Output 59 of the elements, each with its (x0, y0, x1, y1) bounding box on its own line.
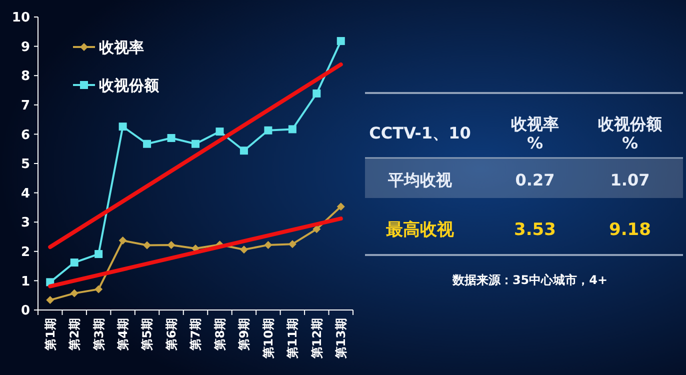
point (143, 140, 152, 148)
text: 最高收视 (385, 220, 455, 240)
point (240, 246, 248, 254)
y-tick-label: 10 (12, 10, 30, 26)
y-tick-label: 8 (20, 69, 30, 84)
x-tick-label: 第8期 (212, 318, 227, 352)
point (336, 37, 345, 46)
point (143, 241, 152, 250)
legend-label: 收视份额 (99, 76, 160, 94)
x-tick-label: 第3期 (92, 318, 106, 352)
text: 收视份额 % (598, 114, 663, 153)
x-tick-label: 第10期 (261, 318, 276, 360)
y-tick-label: 6 (20, 128, 30, 143)
y-tick-label: 7 (20, 98, 30, 114)
point (336, 202, 345, 211)
y-tick-label: 5 (20, 157, 30, 172)
point (118, 122, 127, 131)
text: 平均收视 (387, 170, 453, 190)
point (70, 289, 78, 298)
x-tick-label: 第12期 (310, 318, 324, 360)
y-tick-label: 9 (20, 40, 30, 55)
point (264, 240, 272, 249)
point (192, 140, 200, 148)
x-tick-label: 第13期 (334, 318, 348, 360)
x-tick-label: 第9期 (237, 318, 252, 352)
x-tick-label: 第11期 (286, 318, 300, 360)
text: 3.53 (514, 220, 556, 240)
y-tick-label: 1 (20, 274, 30, 290)
point (118, 236, 127, 245)
point (94, 250, 103, 258)
point (312, 225, 321, 234)
point (46, 296, 54, 304)
source-note: 数据来源：35中心城市，4+ (451, 273, 608, 287)
text: 收视率 % (511, 114, 559, 153)
legend-label: 收视率 (99, 38, 144, 56)
point (167, 134, 176, 142)
x-tick-label: 第6期 (164, 318, 178, 352)
point (312, 89, 321, 98)
y-tick-label: 2 (20, 244, 30, 260)
x-tick-label: 第4期 (116, 318, 130, 352)
x-tick-label: 第2期 (68, 318, 82, 352)
y-tick-label: 0 (20, 304, 30, 319)
x-tick-label: 第7期 (188, 318, 203, 352)
y-tick-label: 4 (20, 186, 30, 202)
y-tick-label: 3 (20, 216, 30, 231)
text: 0.27 (515, 170, 555, 190)
text: CCTV-1、10 (369, 124, 471, 143)
point (240, 146, 248, 155)
text: 1.07 (610, 170, 650, 190)
point (288, 240, 296, 248)
text: 9.18 (609, 220, 651, 240)
x-tick-label: 第5期 (140, 318, 154, 352)
point (216, 128, 224, 136)
point (94, 285, 103, 294)
point (167, 240, 176, 249)
point (70, 258, 78, 267)
x-tick-label: 第1期 (43, 318, 58, 352)
point (264, 126, 272, 134)
point (288, 125, 296, 134)
